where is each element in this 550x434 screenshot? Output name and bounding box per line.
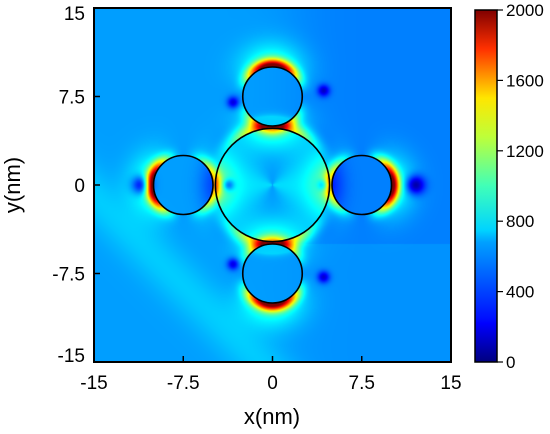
y-tick-label: 7.5 [59, 88, 85, 109]
y-axis-ticks: 15 7.5 0 -7.5 -15 [52, 4, 100, 367]
particle-circle-top [241, 66, 304, 127]
x-tick-label: 15 [440, 373, 461, 394]
colorbar-tick-label: 400 [506, 283, 534, 302]
colorbar-tick-label: 800 [506, 212, 534, 231]
particle-circle-center [214, 127, 331, 243]
x-axis-label: x(nm) [244, 404, 300, 429]
x-tick-label: 0 [267, 373, 278, 394]
colorbar-gradient [474, 9, 498, 363]
circles-layer [152, 66, 393, 304]
particle-circle-bottom [241, 243, 304, 304]
y-axis-label: y(nm) [0, 157, 25, 213]
x-tick-label: -15 [80, 373, 107, 394]
colorbar-ticks: 0 400 800 1200 1600 2000 [497, 1, 544, 372]
x-tick-label: -7.5 [167, 373, 200, 394]
colorbar-tick-label: 1600 [506, 71, 544, 90]
y-tick-label: -7.5 [52, 265, 85, 286]
field-intensity-map [94, 8, 451, 362]
y-tick-label: -15 [58, 346, 85, 367]
plot-area [94, 8, 451, 362]
particle-circle-right [331, 154, 393, 216]
x-axis-ticks: -15 -7.5 0 7.5 15 [80, 356, 462, 394]
y-tick-label: 15 [64, 4, 85, 25]
colorbar-tick-label: 1200 [506, 142, 544, 161]
colorbar-tick-label: 2000 [506, 1, 544, 20]
colorbar: 0 400 800 1200 1600 2000 [474, 1, 544, 372]
colorbar-tick-label: 0 [506, 353, 515, 372]
y-tick-label: 0 [74, 176, 85, 197]
particle-circle-left [152, 154, 214, 216]
x-tick-label: 7.5 [349, 373, 375, 394]
